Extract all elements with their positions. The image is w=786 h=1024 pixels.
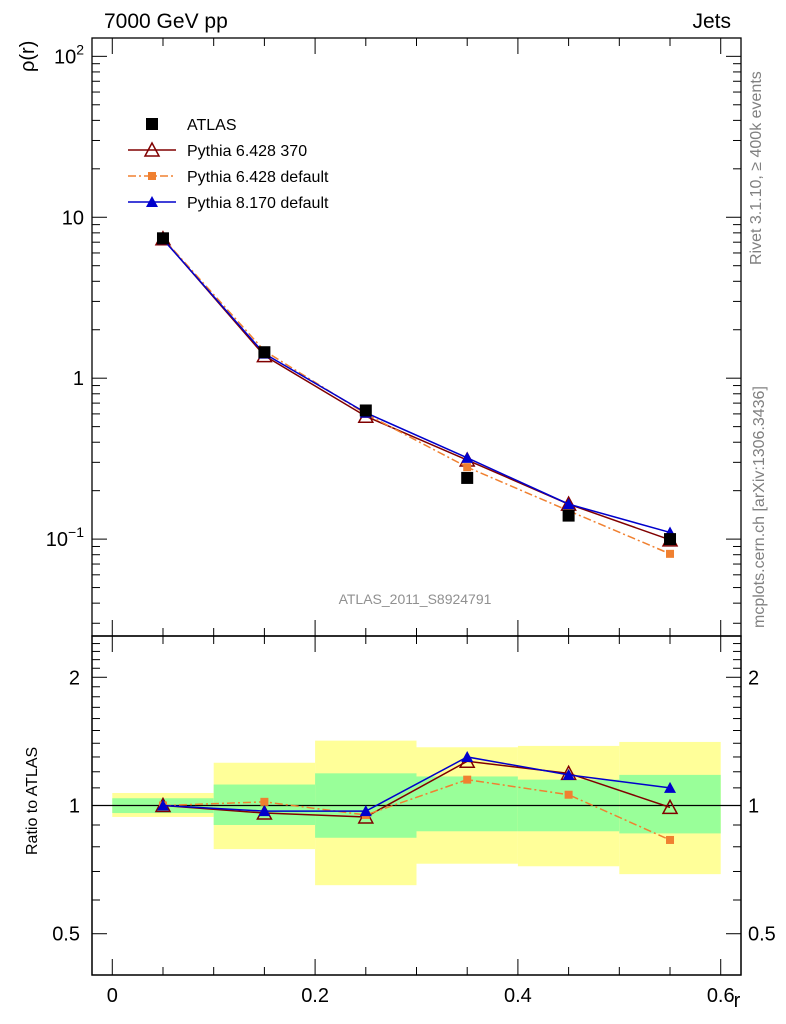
data-point-pythia-8-170-default [359,805,372,817]
header-left: 7000 GeV pp [104,10,228,33]
data-point-pythia-8-170-default [664,781,677,793]
y-tick-exponent: −1 [68,524,84,540]
data-point-pythia-8-170-default [258,805,271,817]
series-pythia-8-170-default [156,750,677,817]
legend-marker [143,141,161,157]
series-pythia-6-428-default [158,234,675,558]
data-point-pythia-6-428-370 [661,798,679,815]
legend-entry-pythia-8-170-default: Pythia 8.170 default [128,195,329,212]
y-tick-label: 102 [54,41,84,68]
legend-label: Pythia 6.428 default [187,169,329,186]
data-point-atlas [156,232,169,245]
ratio-uncertainty-bands [112,740,721,886]
lower-panel: 0 0.2 0.4 0.6 0.5 0.5 1 1 2 2 [52,635,776,1007]
x-tick-label: 0.6 [707,985,735,1007]
x-tick-label: 0 [107,985,118,1007]
y-tick-label: 1 [73,368,84,390]
lower-data [154,750,679,844]
data-point-pythia-8-170-default [562,768,575,780]
stat-uncertainty-band [416,776,518,832]
series-line-pythia-6-428-default [162,237,671,555]
series-line-pythia-8-170-default [162,756,671,812]
legend-marker [146,118,158,130]
legend-label: ATLAS [187,117,237,134]
series-line-pythia-6-428-370 [162,238,671,541]
y-tick-label-right: 0.5 [748,924,776,946]
data-point-pythia-8-170-default [562,498,575,510]
series-atlas [156,232,677,546]
upper-y-axis-label: ρ(r) [17,41,39,72]
legend: ATLAS Pythia 6.428 370 Pythia 6.428 defaul… [128,117,329,212]
legend-entry-atlas: ATLAS [146,117,237,134]
y-tick-label: 2 [69,667,80,689]
mcplots-label: mcplots.cern.ch [arXiv:1306.3436] [751,386,768,628]
x-tick-label: 0.4 [504,985,532,1007]
data-point-pythia-6-428-default [666,549,675,558]
upper-panel: 10−1 1 10 102 [46,37,742,637]
data-point-atlas [359,404,372,417]
data-point-pythia-6-428-default [463,775,472,784]
legend-marker [146,196,158,207]
y-tick-label-right: 2 [748,667,759,689]
data-point-pythia-6-428-default [564,790,573,799]
data-point-pythia-6-428-default [260,797,269,806]
data-point-atlas [664,533,677,546]
y-tick-label: 1 [69,796,80,818]
legend-label: Pythia 8.170 default [187,195,329,212]
series-line-pythia-6-428-default [162,778,671,841]
x-axis-label: r [734,990,741,1012]
rivet-label: Rivet 3.1.10, ≥ 400k events [748,71,765,265]
series-line-pythia-6-428-370 [162,760,671,818]
lower-y-axis-label: Ratio to ATLAS [24,747,41,855]
series-line-pythia-8-170-default [162,238,671,534]
y-tick-label-right: 1 [748,796,759,818]
upper-y-axis: 10−1 1 10 102 [46,38,741,636]
y-tick-label: 0.5 [52,924,80,946]
y-tick-exponent: 2 [76,41,84,57]
analysis-id: ATLAS_2011_S8924791 [339,591,492,607]
data-point-pythia-6-428-default [666,835,675,844]
series-pythia-8-170-default [156,233,677,538]
data-point-atlas [461,471,474,484]
data-point-atlas [258,346,271,359]
header-right: Jets [692,10,731,33]
data-point-pythia-8-170-default [461,750,474,762]
lower-frame-border [91,635,742,976]
data-point-pythia-8-170-default [461,451,474,463]
upper-data [154,230,679,558]
legend-entry-pythia-6-428-370: Pythia 6.428 370 [128,141,307,160]
lower-axes: 0 0.2 0.4 0.6 0.5 0.5 1 1 2 2 [52,635,776,1007]
legend-marker [148,172,156,180]
y-tick-label: 10−1 [46,524,84,551]
legend-entry-pythia-6-428-default: Pythia 6.428 default [128,169,329,186]
data-point-pythia-6-428-default [463,463,472,472]
y-tick-label: 10 [62,207,84,229]
legend-label: Pythia 6.428 370 [187,143,307,160]
x-tick-label: 0.2 [301,985,329,1007]
series-pythia-6-428-370 [154,230,679,547]
data-point-atlas [562,509,575,522]
data-point-pythia-8-170-default [156,799,169,811]
